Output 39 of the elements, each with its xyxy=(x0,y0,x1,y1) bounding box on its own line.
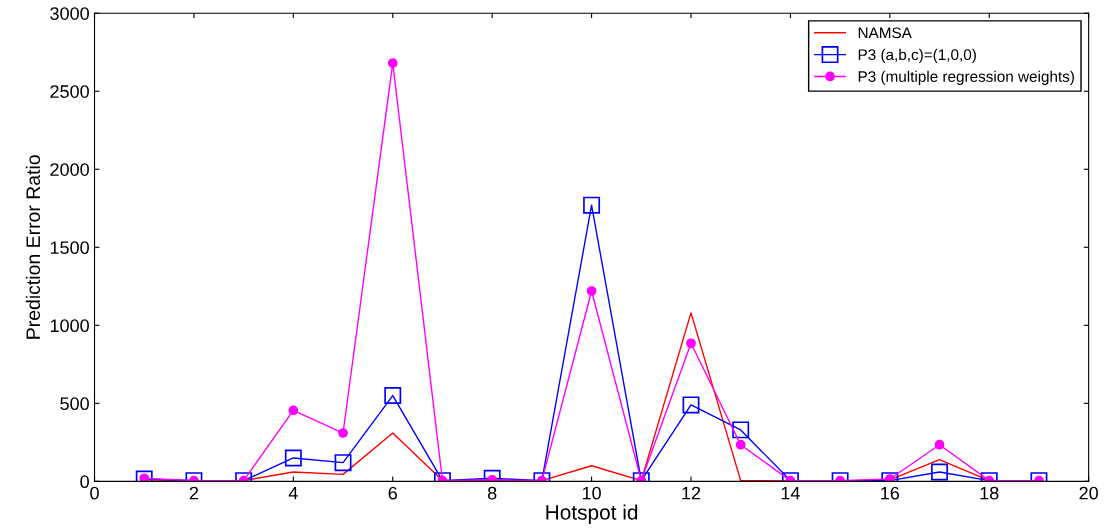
y-tick-label: 0 xyxy=(80,475,89,489)
y-tick-label: 2000 xyxy=(50,163,89,176)
point xyxy=(1034,475,1044,482)
y-tick-label: 1500 xyxy=(50,241,89,255)
x-axis-title: Hotspot id xyxy=(546,504,638,524)
point xyxy=(586,286,597,296)
point xyxy=(682,396,700,414)
x-tick-label: 4 xyxy=(288,486,298,500)
point xyxy=(884,474,895,482)
legend-label: P3 (multiple regression weights) xyxy=(858,70,1074,85)
x-tick-label: 20 xyxy=(1079,486,1098,500)
x-tick-label: 6 xyxy=(388,486,397,500)
point xyxy=(384,387,402,405)
point xyxy=(537,475,547,482)
point xyxy=(387,58,398,69)
point xyxy=(686,338,696,349)
x-tick-label: 0 xyxy=(90,486,99,500)
point xyxy=(934,439,945,450)
legend-label: P3 (a,b,c)=(1,0,0) xyxy=(858,48,976,64)
point xyxy=(284,449,302,467)
x-tick-label: 18 xyxy=(980,486,999,500)
point xyxy=(338,428,348,438)
x-tick-label: 14 xyxy=(781,486,800,500)
y-axis-title: Prediction Error Ratio xyxy=(25,155,41,339)
point xyxy=(139,473,150,482)
y-tick-label: 1000 xyxy=(50,319,89,333)
y-tick-label: 500 xyxy=(60,397,89,411)
point xyxy=(583,196,601,214)
x-tick-label: 12 xyxy=(682,486,701,500)
point xyxy=(735,439,746,450)
x-tick-label: 10 xyxy=(582,486,601,500)
point xyxy=(732,421,750,439)
x-tick-label: 16 xyxy=(881,486,900,500)
legend-label: NAMSA xyxy=(858,27,912,39)
x-tick-label: 2 xyxy=(189,486,199,500)
x-tick-label: 8 xyxy=(487,486,497,500)
y-tick-label: 3000 xyxy=(50,7,89,20)
point xyxy=(288,405,299,416)
y-tick-label: 2500 xyxy=(50,85,89,98)
